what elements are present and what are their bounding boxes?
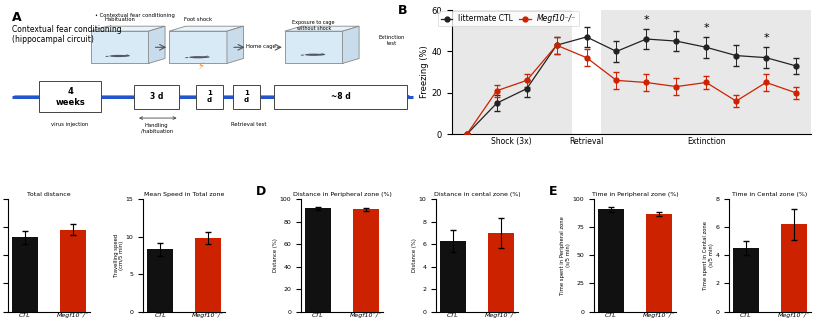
Text: ⚡: ⚡ <box>196 61 204 71</box>
Text: Exposure to cage
without shock: Exposure to cage without shock <box>293 20 335 31</box>
Bar <box>781 224 807 312</box>
Y-axis label: Distance (%): Distance (%) <box>273 239 278 272</box>
Text: 3 d: 3 d <box>150 92 164 102</box>
Ellipse shape <box>319 54 325 55</box>
Text: Habituation: Habituation <box>104 17 135 22</box>
Bar <box>59 229 86 312</box>
Title: Distance in Peripheral zone (%): Distance in Peripheral zone (%) <box>293 192 391 197</box>
Y-axis label: Travelling speed
(cm/5 min): Travelling speed (cm/5 min) <box>113 234 125 277</box>
Bar <box>353 209 379 312</box>
FancyBboxPatch shape <box>39 81 101 113</box>
Text: *: * <box>763 33 769 43</box>
Title: Time in Peripheral zone (%): Time in Peripheral zone (%) <box>592 192 678 197</box>
Text: D: D <box>256 185 267 198</box>
Text: B: B <box>398 4 408 17</box>
Y-axis label: Time spent in Peripheral zone
(s/5 min): Time spent in Peripheral zone (s/5 min) <box>561 216 571 295</box>
Text: Foot shock: Foot shock <box>184 17 212 22</box>
Polygon shape <box>148 26 165 63</box>
Bar <box>488 233 514 312</box>
Text: E: E <box>549 185 557 198</box>
Bar <box>733 248 760 312</box>
Text: Extinction
test: Extinction test <box>379 35 405 46</box>
Text: *: * <box>644 14 650 24</box>
Polygon shape <box>227 26 244 63</box>
Text: • Contextual fear conditioning: • Contextual fear conditioning <box>95 12 174 17</box>
Polygon shape <box>342 26 359 63</box>
Bar <box>597 209 624 312</box>
Bar <box>305 208 331 312</box>
FancyBboxPatch shape <box>134 85 179 109</box>
Text: virus injection: virus injection <box>51 122 89 127</box>
Polygon shape <box>284 26 359 31</box>
FancyBboxPatch shape <box>196 85 222 109</box>
Y-axis label: Distance (%): Distance (%) <box>412 239 417 272</box>
FancyBboxPatch shape <box>275 85 407 109</box>
Title: Distance in cental zone (%): Distance in cental zone (%) <box>434 192 521 197</box>
Ellipse shape <box>189 56 207 58</box>
Text: 4
weeks: 4 weeks <box>55 87 85 107</box>
Text: Retrieval test: Retrieval test <box>231 122 267 127</box>
Ellipse shape <box>126 54 129 55</box>
Text: 1
d: 1 d <box>244 90 249 104</box>
Text: Home cage: Home cage <box>246 44 275 49</box>
Legend: littermate CTL, Megf10⁻/⁻: littermate CTL, Megf10⁻/⁻ <box>438 11 579 26</box>
Bar <box>571 10 601 134</box>
FancyBboxPatch shape <box>90 31 148 63</box>
Y-axis label: Time spent in Cental zone
(s/5 min): Time spent in Cental zone (s/5 min) <box>703 221 714 290</box>
Bar <box>452 10 571 134</box>
Ellipse shape <box>305 54 323 56</box>
Text: 1
d: 1 d <box>207 90 212 104</box>
Text: ~8 d: ~8 d <box>331 92 350 102</box>
Ellipse shape <box>203 56 209 58</box>
Title: Mean Speed in Total zone: Mean Speed in Total zone <box>144 192 224 197</box>
Text: A: A <box>12 11 22 24</box>
Bar <box>440 241 466 312</box>
Y-axis label: Freezing (%): Freezing (%) <box>420 46 429 98</box>
Text: Contextual fear conditioning
(hippocampal circuit): Contextual fear conditioning (hippocampa… <box>12 25 122 44</box>
FancyBboxPatch shape <box>233 85 260 109</box>
Text: Handling
/habituation: Handling /habituation <box>141 123 173 134</box>
Ellipse shape <box>322 53 324 54</box>
Polygon shape <box>170 26 244 31</box>
Ellipse shape <box>123 55 130 57</box>
Polygon shape <box>90 26 165 31</box>
Bar <box>195 238 222 312</box>
FancyBboxPatch shape <box>170 31 227 63</box>
Title: Total distance: Total distance <box>27 192 71 197</box>
Text: *: * <box>703 23 709 33</box>
Title: Time in Cental zone (%): Time in Cental zone (%) <box>733 192 808 197</box>
Bar <box>601 10 811 134</box>
Bar <box>645 214 672 312</box>
Bar <box>12 237 38 312</box>
FancyBboxPatch shape <box>284 31 342 63</box>
Bar <box>147 249 174 312</box>
Ellipse shape <box>109 55 127 57</box>
